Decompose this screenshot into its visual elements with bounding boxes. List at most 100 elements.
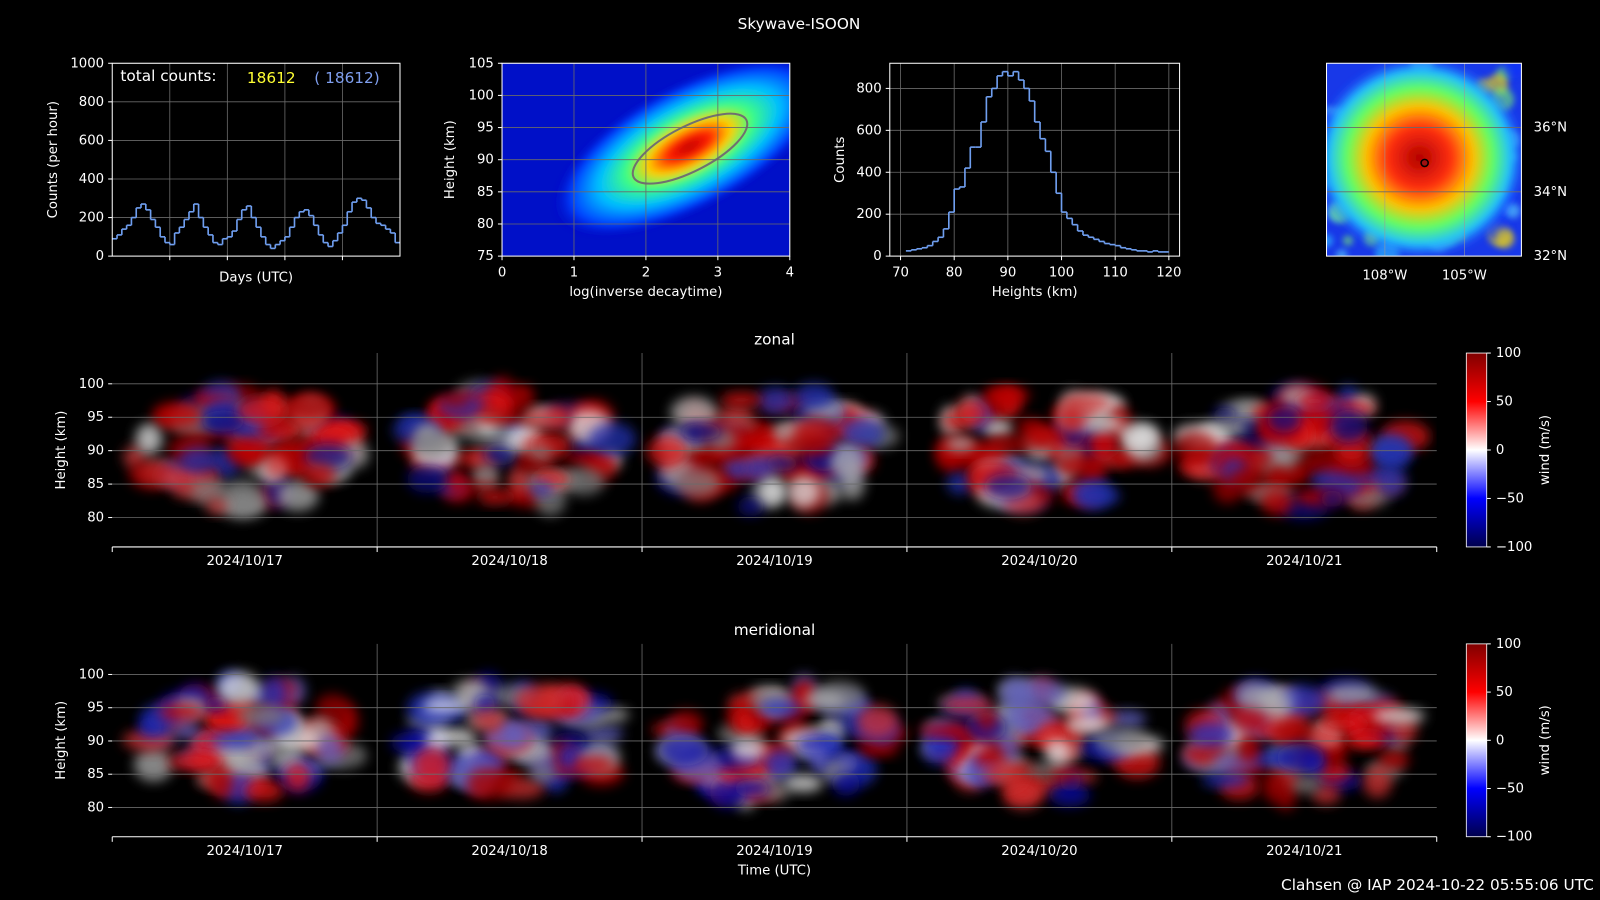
map-texture [1342,235,1354,246]
wind-cell [1076,414,1124,434]
x-tick-label: 70 [892,265,909,280]
wind-cell [304,442,352,471]
wind-cell [1371,439,1412,468]
y-tick-label: 100 [79,667,104,682]
wind-cell [1232,702,1270,734]
y-tick-label: 400 [79,172,104,187]
y-axis-label: Height (km) [54,701,69,780]
wind-cell [856,704,898,739]
wind-cell [1000,676,1029,710]
y-tick-label: 90 [87,444,104,459]
colorbar-label: wind (m/s) [1538,705,1553,775]
wind-cell [1048,783,1091,807]
wind-cell [954,399,987,427]
map-texture [1335,249,1348,257]
wind-cell [573,756,614,774]
x-axis-label: Days (UTC) [219,271,293,286]
wind-cell [1296,393,1333,409]
wind-cell [514,683,567,718]
wind-cell [835,753,861,769]
wind-cell [1377,464,1407,497]
x-axis-label: Heights (km) [992,285,1078,300]
plot-area [502,63,790,257]
wind-cell [1363,766,1392,798]
wind-cell [210,768,234,799]
wind-cell [529,445,553,461]
wind-cell [987,387,1018,409]
wind-cell [1091,428,1118,454]
wind-cell [483,442,517,466]
axes-frame [111,62,401,257]
wind-cell [679,423,723,440]
wind-cell [1320,490,1344,508]
y-tick-label: 600 [79,133,104,148]
x-axis-label: Time (UTC) [737,863,811,878]
wind-cell [519,407,570,430]
wind-cell [975,707,998,731]
x-tick-label: 108°W [1362,269,1407,284]
site-marker [1420,158,1429,168]
y-tick-label: 75 [477,249,494,264]
wind-cell [471,709,508,732]
wind-cell [1227,468,1260,490]
x-tick-label: 2024/10/19 [736,844,812,859]
wind-cell [1238,734,1261,763]
wind-cell [763,749,798,779]
colorbar-tick-label: 100 [1496,637,1521,652]
y-axis-label: Counts (per hour) [46,101,61,218]
x-tick-label: 2024/10/18 [471,844,547,859]
x-tick-label: 4 [786,265,794,280]
wind-cell [264,454,287,479]
colorbar-label: wind (m/s) [1538,415,1553,485]
wind-cell [839,417,885,449]
wind-cell [1116,422,1160,451]
wind-cell [942,695,992,715]
wind-cell [1188,722,1235,748]
x-tick-label: 2024/10/21 [1266,844,1342,859]
wind-cell [422,697,467,714]
wind-cell [737,496,765,517]
wind-cell [261,676,288,711]
footer: Clahsen @ IAP 2024-10-22 05:55:06 UTC [1281,876,1594,894]
y-tick-label: 800 [856,81,881,96]
wind-cell [1058,403,1086,433]
x-tick-label: 2024/10/17 [207,844,283,859]
wind-cell [759,476,787,506]
annotation: total counts: [120,67,216,85]
wind-cell [1316,715,1368,733]
y-tick-label: 90 [87,734,104,749]
y-tick-label: 100 [469,88,494,103]
hist-connector [910,71,1159,252]
wind-cell [561,466,605,496]
wind-cell [1326,683,1379,705]
x-tick-label: 2024/10/20 [1001,844,1077,859]
wind-cell [276,480,319,512]
wind-cell [287,393,332,420]
y-tick-label: 1000 [70,56,104,71]
x-tick-label: 2024/10/21 [1266,554,1342,569]
x-tick-label: 2024/10/17 [207,554,283,569]
step-connector [116,198,397,249]
wind-cell [1106,710,1147,729]
panel-title: zonal [754,330,795,348]
figure-title: Skywave-ISOON [738,15,861,33]
wind-cell [167,752,221,771]
axes-frame [501,62,791,257]
colorbar-tick-label: −100 [1496,830,1532,845]
wind-cell [1236,682,1272,711]
wind-cell [1276,744,1325,772]
wind-cell [756,386,795,415]
y-tick-label: 95 [477,121,494,136]
wind-cell [743,432,778,452]
y-tick-label: 34°N [1534,185,1567,200]
density-field [550,63,790,238]
wind-cell [475,409,525,424]
total-count-all: ( 18612) [314,69,379,87]
x-tick-label: 2024/10/20 [1001,554,1077,569]
wind-cell [1073,486,1121,507]
wind-cell [151,401,202,428]
wind-cell [1372,707,1426,725]
wind-cell [733,779,770,797]
x-tick-label: 3 [714,265,722,280]
